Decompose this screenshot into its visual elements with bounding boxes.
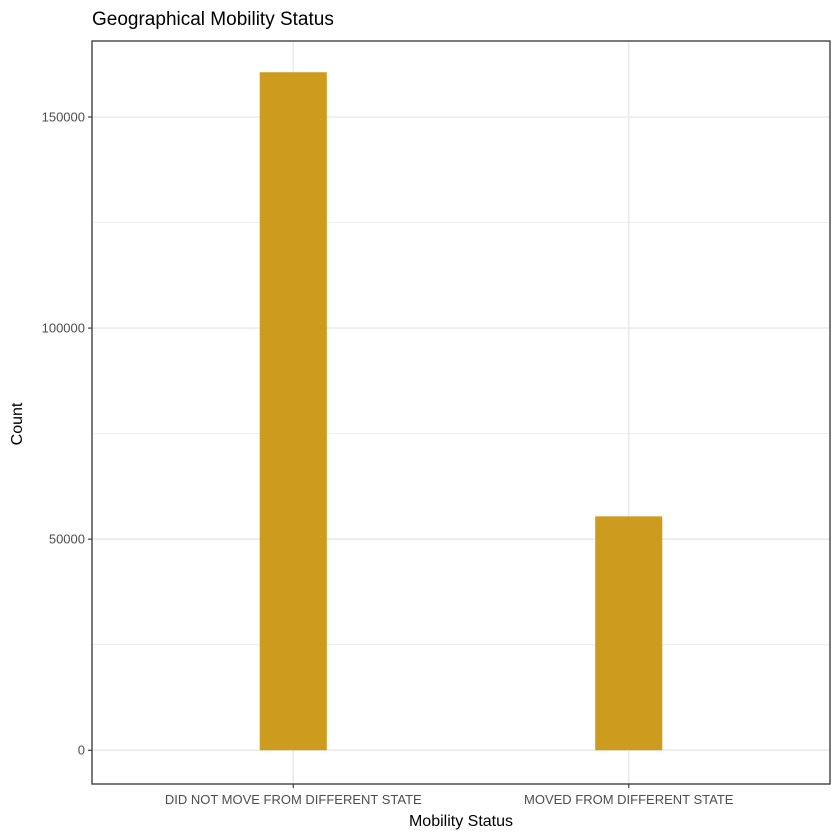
x-axis-title: Mobility Status	[409, 813, 513, 830]
y-tick-label: 100000	[42, 321, 85, 336]
x-tick-label: MOVED FROM DIFFERENT STATE	[524, 792, 734, 807]
y-tick-label: 150000	[42, 109, 85, 124]
y-tick-label: 0	[78, 743, 85, 758]
y-axis: 0 50000 100000 150000	[42, 109, 92, 758]
x-axis: DID NOT MOVE FROM DIFFERENT STATE MOVED F…	[165, 784, 734, 807]
bars	[259, 72, 663, 751]
bar	[259, 72, 327, 751]
y-axis-title: Count	[9, 402, 26, 445]
gridlines	[92, 41, 830, 784]
x-tick-label: DID NOT MOVE FROM DIFFERENT STATE	[165, 792, 422, 807]
y-tick-label: 50000	[49, 532, 85, 547]
chart-title: Geographical Mobility Status	[92, 9, 334, 30]
bar	[595, 516, 663, 751]
panel-border	[91, 40, 831, 785]
